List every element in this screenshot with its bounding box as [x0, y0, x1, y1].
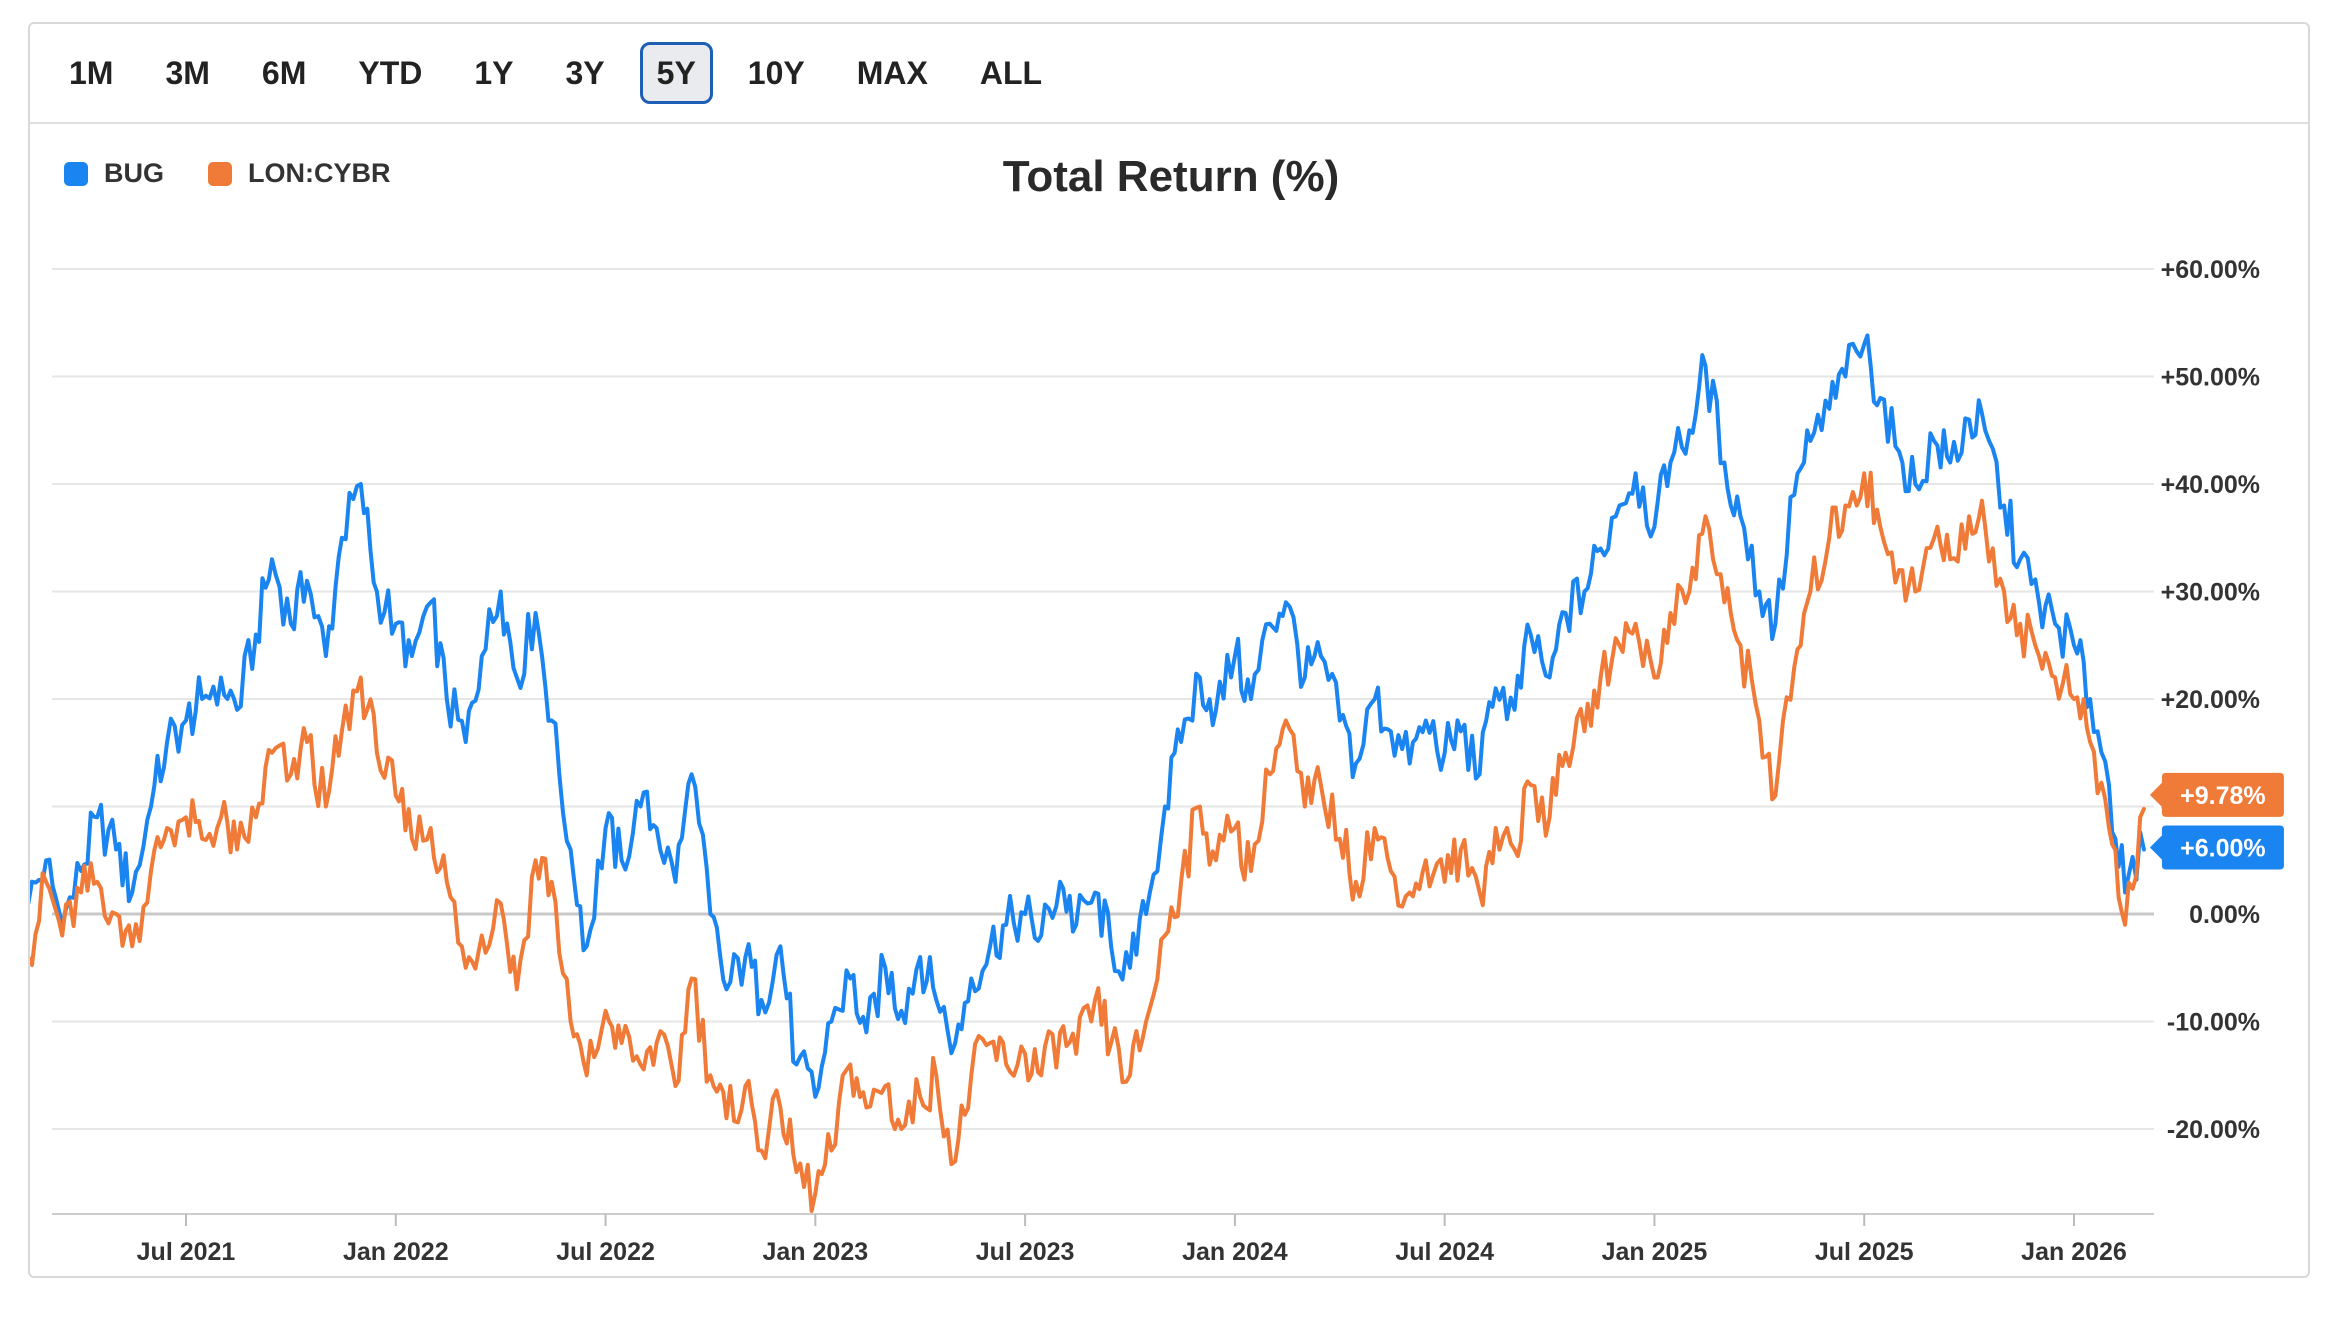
range-3m-button[interactable]: 3M — [148, 42, 226, 104]
series-line-bug[interactable] — [30, 333, 2146, 1099]
end-label-bug: +6.00% — [2149, 825, 2284, 870]
x-tick-label: Jan 2024 — [1182, 1238, 1288, 1266]
range-6m-button[interactable]: 6M — [245, 42, 323, 104]
range-3y-button[interactable]: 3Y — [549, 42, 622, 104]
range-all-button[interactable]: ALL — [963, 42, 1059, 104]
range-max-button[interactable]: MAX — [840, 42, 945, 104]
chart-plot-area[interactable]: +60.00%+50.00%+40.00%+30.00%+20.00%+10.0… — [30, 24, 2312, 1280]
chart-legend: BUG LON:CYBR — [64, 158, 435, 189]
end-label-cybr-box — [2149, 772, 2284, 817]
x-tick-label: Jul 2021 — [137, 1238, 236, 1266]
end-label-cybr-text: +9.78% — [2180, 782, 2266, 810]
y-tick-label: +60.00% — [2161, 256, 2260, 284]
range-10y-button[interactable]: 10Y — [731, 42, 822, 104]
end-label-bug-box — [2149, 825, 2284, 870]
y-tick-label: +20.00% — [2161, 686, 2260, 714]
y-tick-label: +50.00% — [2161, 364, 2260, 392]
legend-label-bug: BUG — [104, 158, 164, 188]
legend-item-cybr[interactable]: LON:CYBR — [208, 158, 391, 189]
chart-card: 1M 3M 6M YTD 1Y 3Y 5Y 10Y MAX ALL BUG LO… — [28, 22, 2310, 1278]
x-tick-label: Jan 2026 — [2021, 1238, 2127, 1266]
y-tick-label: 0.00% — [2189, 901, 2260, 929]
x-tick-label: Jan 2025 — [1602, 1238, 1708, 1266]
y-tick-label: -10.00% — [2167, 1009, 2260, 1037]
x-tick-label: Jul 2023 — [976, 1238, 1075, 1266]
legend-item-bug[interactable]: BUG — [64, 158, 164, 189]
y-tick-label: +40.00% — [2161, 471, 2260, 499]
x-tick-label: Jul 2024 — [1395, 1238, 1494, 1266]
range-1y-button[interactable]: 1Y — [457, 42, 530, 104]
x-tick-label: Jan 2023 — [763, 1238, 869, 1266]
legend-label-cybr: LON:CYBR — [248, 158, 391, 188]
chart-title: Total Return (%) — [1002, 152, 1340, 201]
range-selector: 1M 3M 6M YTD 1Y 3Y 5Y 10Y MAX ALL — [30, 24, 2308, 124]
x-tick-label: Jan 2022 — [343, 1238, 449, 1266]
range-1m-button[interactable]: 1M — [52, 42, 130, 104]
range-5y-button[interactable]: 5Y — [639, 42, 713, 104]
range-ytd-button[interactable]: YTD — [341, 42, 439, 104]
series-line-cybr[interactable] — [30, 470, 2146, 1213]
x-tick-label: Jul 2025 — [1815, 1238, 1914, 1266]
y-tick-label: -20.00% — [2167, 1116, 2260, 1144]
end-label-bug-text: +6.00% — [2180, 835, 2266, 863]
y-tick-label: +30.00% — [2161, 579, 2260, 607]
legend-swatch-bug — [64, 161, 88, 186]
legend-swatch-cybr — [208, 161, 232, 186]
end-label-cybr: +9.78% — [2149, 772, 2284, 817]
x-tick-label: Jul 2022 — [556, 1238, 655, 1266]
